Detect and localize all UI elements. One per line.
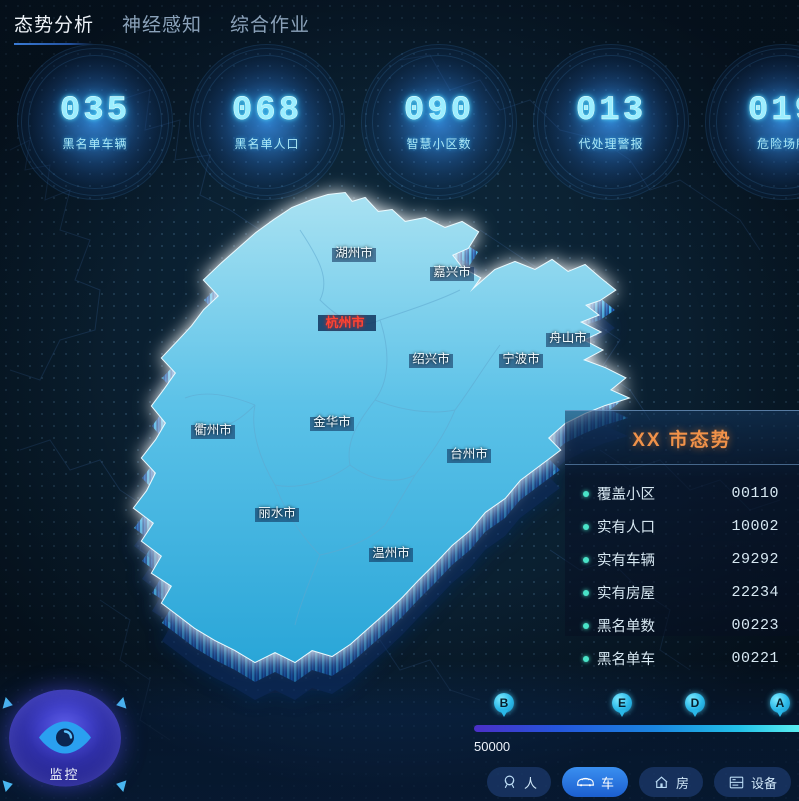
- svg-text:台州市: 台州市: [450, 446, 488, 461]
- svg-text:舟山市: 舟山市: [549, 330, 587, 345]
- svg-text:宁波市: 宁波市: [502, 351, 540, 366]
- svg-text:温州市: 温州市: [372, 545, 410, 560]
- svg-text:丽水市: 丽水市: [258, 505, 296, 520]
- svg-text:湖州市: 湖州市: [335, 245, 373, 260]
- svg-text:绍兴市: 绍兴市: [412, 351, 450, 366]
- svg-text:杭州市: 杭州市: [325, 315, 364, 330]
- svg-text:衢州市: 衢州市: [194, 422, 232, 437]
- svg-text:嘉兴市: 嘉兴市: [433, 264, 471, 279]
- svg-text:金华市: 金华市: [313, 414, 351, 429]
